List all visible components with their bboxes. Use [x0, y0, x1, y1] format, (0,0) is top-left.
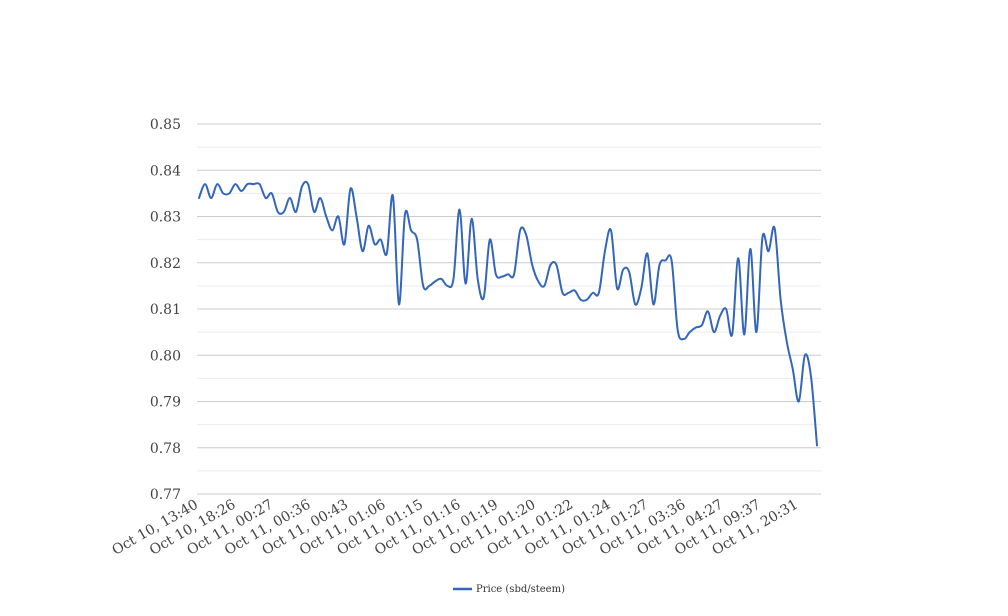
- y-tick-label: 0.77: [150, 487, 181, 503]
- legend-label: Price (sbd/steem): [476, 584, 565, 595]
- y-tick-label: 0.84: [150, 163, 181, 179]
- y-tick-label: 0.80: [150, 348, 181, 364]
- legend: Price (sbd/steem): [453, 584, 565, 595]
- y-tick-label: 0.82: [150, 256, 181, 272]
- grid-lines: [197, 123, 821, 495]
- y-tick-label: 0.79: [150, 395, 181, 411]
- series-layer: [198, 180, 818, 447]
- series-line: [198, 180, 818, 447]
- y-axis-tick-labels: 0.77 0.78 0.79 0.80 0.81 0.82 0.83 0.84 0.85: [150, 117, 181, 503]
- y-tick-label: 0.81: [150, 302, 181, 318]
- y-tick-label: 0.78: [150, 441, 181, 457]
- y-tick-label: 0.83: [150, 210, 181, 226]
- y-tick-label: 0.85: [150, 117, 181, 133]
